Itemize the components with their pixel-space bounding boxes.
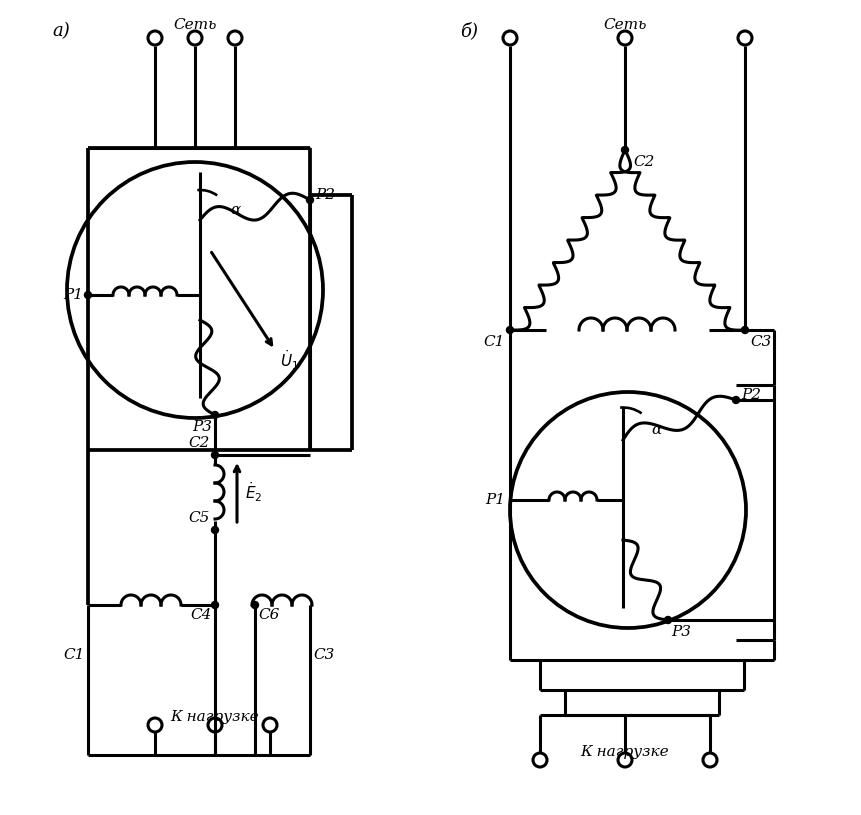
Text: a): a) <box>52 22 70 40</box>
Text: C6: C6 <box>257 608 279 622</box>
Text: P3: P3 <box>670 625 691 639</box>
Circle shape <box>211 526 218 534</box>
Text: $\dot{U}_1$: $\dot{U}_1$ <box>280 348 299 372</box>
Text: C5: C5 <box>189 511 210 525</box>
Text: C4: C4 <box>190 608 212 622</box>
Circle shape <box>211 412 218 418</box>
Text: P1: P1 <box>63 288 83 302</box>
Text: P1: P1 <box>485 493 505 507</box>
Text: C2: C2 <box>189 436 210 450</box>
Circle shape <box>251 601 258 609</box>
Text: К нагрузке: К нагрузке <box>580 745 668 759</box>
Text: $\dot{E}_2$: $\dot{E}_2$ <box>245 480 262 504</box>
Circle shape <box>621 147 628 153</box>
Circle shape <box>506 327 513 333</box>
Text: Сеть: Сеть <box>603 18 646 32</box>
Circle shape <box>740 327 747 333</box>
Text: α: α <box>650 423 660 437</box>
Circle shape <box>211 601 218 609</box>
Circle shape <box>211 452 218 459</box>
Circle shape <box>84 292 91 298</box>
Text: C3: C3 <box>313 648 334 662</box>
Text: P3: P3 <box>192 420 212 434</box>
Text: P2: P2 <box>314 188 335 202</box>
Text: C1: C1 <box>483 335 505 349</box>
Text: Сеть: Сеть <box>173 18 216 32</box>
Text: P2: P2 <box>740 388 760 402</box>
Text: К нагрузке: К нагрузке <box>170 710 259 724</box>
Text: C2: C2 <box>632 155 653 169</box>
Text: C3: C3 <box>749 335 771 349</box>
Text: C1: C1 <box>64 648 85 662</box>
Circle shape <box>307 196 313 204</box>
Text: б): б) <box>460 22 478 40</box>
Circle shape <box>732 397 739 403</box>
Text: α: α <box>230 203 240 217</box>
Circle shape <box>664 616 671 623</box>
